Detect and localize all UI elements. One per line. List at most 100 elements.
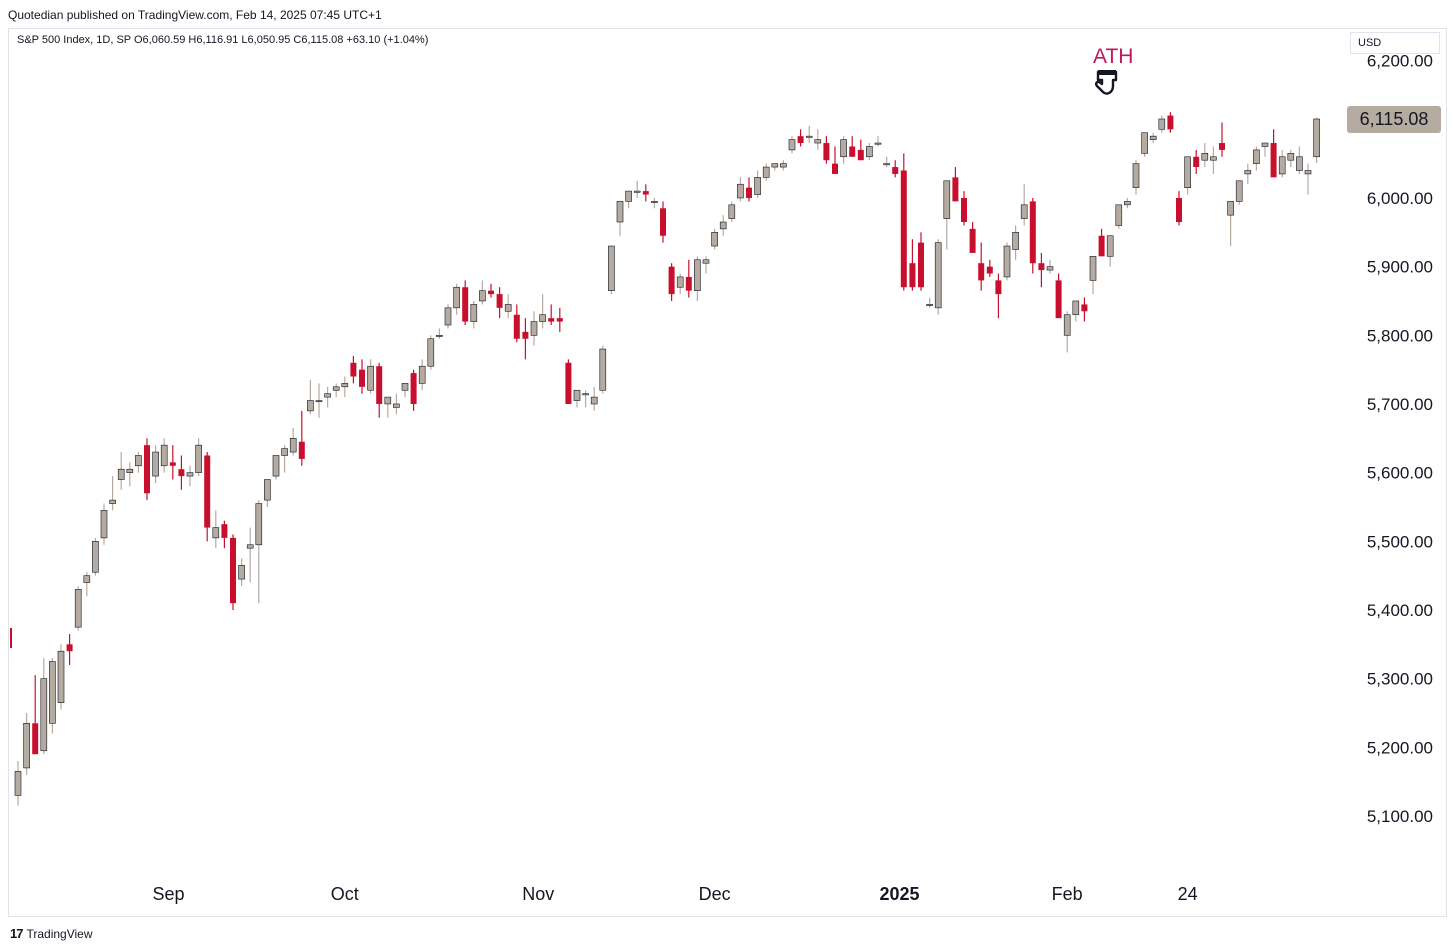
tradingview-watermark[interactable]: 17 TradingView — [10, 926, 93, 941]
candle — [530, 311, 538, 346]
candle-body — [694, 259, 701, 291]
candle-body — [126, 468, 134, 473]
candle-body — [1287, 153, 1295, 161]
candle-body — [488, 290, 494, 295]
candle — [1261, 142, 1269, 157]
candle — [169, 445, 176, 480]
candle — [1201, 143, 1209, 168]
candle — [1278, 149, 1286, 178]
candle-body — [633, 190, 641, 193]
candle-body — [1313, 118, 1320, 158]
candle-body — [1304, 170, 1312, 175]
candle-body — [444, 307, 452, 326]
y-tick-label: 5,300.00 — [1367, 670, 1433, 689]
candle — [1098, 228, 1105, 257]
candle — [212, 510, 220, 549]
x-tick-label: 2025 — [879, 884, 919, 904]
candle — [418, 359, 426, 391]
candle-body — [14, 771, 22, 796]
candle — [109, 476, 116, 511]
candle-body — [737, 183, 744, 199]
candle — [883, 156, 890, 168]
x-tick-label: Oct — [331, 884, 359, 904]
candle-body — [1046, 266, 1054, 271]
candle-body — [427, 338, 435, 367]
candle-body — [350, 362, 357, 377]
candle — [92, 537, 99, 576]
candle — [582, 390, 589, 408]
candle — [840, 136, 847, 164]
candle-body — [1201, 153, 1209, 161]
candle — [126, 462, 134, 487]
candle — [548, 304, 555, 326]
candle — [14, 761, 22, 806]
candle — [160, 438, 168, 473]
candle-body — [1253, 149, 1260, 164]
candle — [995, 273, 1002, 319]
candle-body — [1278, 156, 1286, 175]
candle-body — [1184, 156, 1191, 188]
candle — [152, 445, 159, 483]
candle — [651, 197, 658, 209]
candle — [195, 438, 202, 477]
candle — [513, 304, 520, 343]
y-tick-label: 6,000.00 — [1367, 189, 1433, 208]
candle-body — [272, 455, 280, 477]
candle-body — [857, 149, 864, 161]
candle-body — [1072, 300, 1080, 316]
candle — [969, 222, 976, 253]
candle-body — [660, 208, 666, 236]
candle — [676, 273, 684, 295]
candle-body — [548, 318, 555, 322]
candle — [479, 280, 486, 305]
candle — [900, 153, 907, 291]
candle-body — [943, 180, 951, 219]
candle — [694, 256, 701, 301]
candle — [1158, 115, 1166, 133]
candle-body — [74, 589, 82, 628]
candle — [934, 239, 942, 315]
candle-body — [307, 400, 314, 412]
candle-body — [376, 366, 383, 404]
candle-body — [590, 396, 598, 405]
candle — [590, 386, 598, 411]
candle-body — [100, 510, 108, 539]
candle-body — [230, 537, 236, 604]
candle-body — [702, 259, 710, 264]
candle-body — [169, 462, 176, 466]
candle — [264, 479, 271, 507]
candle — [1149, 132, 1157, 144]
candle-body — [642, 191, 649, 195]
candle-body — [832, 163, 838, 174]
candle — [1270, 129, 1277, 178]
candle — [1313, 117, 1320, 163]
candle — [57, 644, 65, 710]
currency-selector[interactable]: USD — [1350, 32, 1440, 54]
candle-body — [470, 304, 478, 322]
candle — [823, 136, 830, 164]
candle-body — [324, 393, 331, 398]
candle-body — [504, 304, 512, 312]
candle — [1235, 180, 1243, 205]
candle — [754, 170, 761, 198]
candle-body — [986, 266, 993, 274]
candle — [1072, 300, 1080, 322]
candle-body — [264, 479, 271, 501]
candle — [780, 160, 787, 171]
candle — [685, 259, 692, 298]
candle-body — [367, 365, 374, 391]
y-tick-label: 5,600.00 — [1367, 464, 1433, 483]
candle — [100, 503, 108, 545]
candle-body — [909, 263, 916, 288]
candle — [144, 438, 150, 501]
candle-body — [573, 389, 581, 401]
candle-body — [40, 678, 48, 752]
candle — [771, 163, 779, 171]
candle-body — [410, 373, 417, 404]
candle-body — [1115, 204, 1123, 226]
candle-body — [565, 362, 572, 404]
candle — [1038, 252, 1045, 288]
candle-body — [109, 499, 116, 504]
candle-body — [246, 544, 254, 549]
